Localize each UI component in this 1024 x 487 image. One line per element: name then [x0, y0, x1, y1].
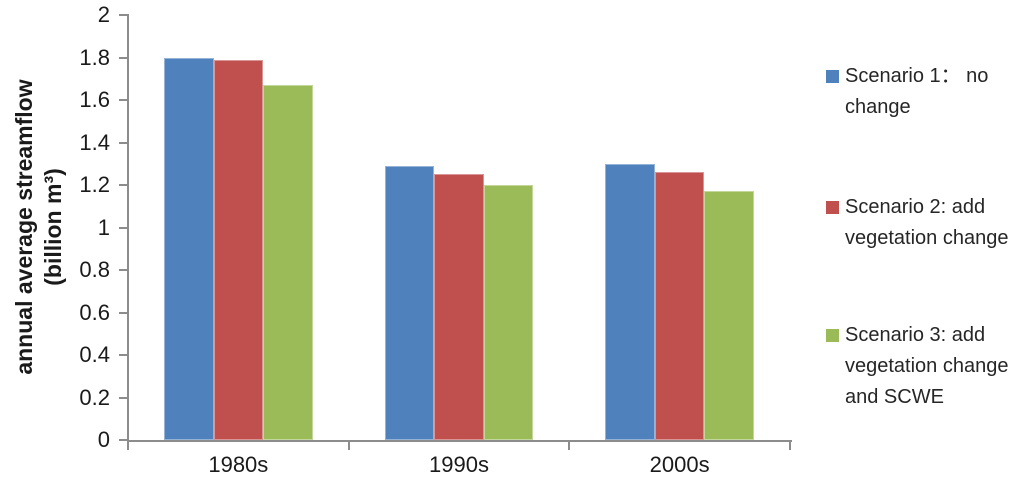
- x-tick-mark: [568, 442, 571, 450]
- legend-item-label-line: and SCWE: [845, 386, 944, 408]
- y-tick-mark: [119, 311, 128, 314]
- legend-swatch-icon: [826, 70, 839, 83]
- category-label: 1980s: [208, 452, 269, 477]
- y-tick-mark: [119, 56, 128, 59]
- legend-item-label-line: change: [845, 96, 911, 118]
- y-tick-label: 0.6: [79, 299, 110, 325]
- bar-2000s-series3: [704, 191, 754, 440]
- bar-1980s-series2: [213, 59, 264, 440]
- bar-1980s-series3: [263, 85, 313, 440]
- x-tick-mark: [127, 442, 129, 450]
- x-tick-mark: [347, 442, 350, 450]
- y-tick-mark: [119, 269, 128, 271]
- bar-1990s-series3: [483, 185, 534, 440]
- y-tick-label: 1.4: [79, 129, 110, 155]
- y-tick-mark: [119, 396, 128, 399]
- y-tick-mark: [119, 439, 128, 441]
- legend-item-label-line: Scenario 2: add: [845, 196, 986, 218]
- y-tick-mark: [119, 99, 128, 101]
- legend-swatch-icon: [826, 329, 839, 342]
- legend-item-label: Scenario 2: add vegetation change: [845, 192, 1008, 254]
- y-tick-label: 0.8: [79, 257, 110, 282]
- y-tick-label: 2: [97, 2, 110, 27]
- legend-item-3: Scenario 3: add vegetation change and SCWE: [826, 320, 1008, 413]
- legend-item-label: Scenario 1： no change: [845, 61, 988, 123]
- bar-2000s-series2: [654, 172, 705, 440]
- y-tick-label: 0.4: [79, 342, 110, 367]
- legend-item-label-line: vegetation change: [845, 355, 1009, 377]
- legend-item-label-line: Scenario 3: add: [845, 324, 986, 346]
- category-label: 1990s: [429, 452, 489, 477]
- y-tick-mark: [119, 184, 128, 186]
- legend-item-1: Scenario 1： no change: [826, 61, 988, 123]
- y-tick-mark: [119, 14, 128, 16]
- x-tick-mark: [789, 442, 791, 450]
- y-tick-label: 1.2: [79, 172, 110, 197]
- y-tick-mark: [119, 141, 128, 144]
- y-axis-line: [127, 14, 129, 442]
- legend-item-2: Scenario 2: add vegetation change: [826, 192, 1008, 254]
- y-tick-mark: [119, 354, 128, 356]
- y-tick-label: 0: [97, 427, 110, 452]
- y-tick-label: 0.2: [79, 384, 110, 410]
- y-tick-label: 1.8: [79, 44, 110, 70]
- y-tick-label: 1: [97, 214, 110, 240]
- legend-item-label-line: vegetation change: [845, 227, 1009, 249]
- y-tick-label: 1.6: [79, 87, 110, 112]
- x-axis-line: [127, 440, 792, 442]
- category-label: 2000s: [649, 452, 710, 477]
- legend-item-label-line: Scenario 1： no: [845, 65, 989, 87]
- bar-1990s-series1: [384, 165, 435, 440]
- bar-1990s-series2: [434, 174, 484, 440]
- legend-item-label: Scenario 3: add vegetation change and SCWE: [845, 320, 1008, 413]
- y-tick-mark: [119, 226, 128, 229]
- bar-2000s-series1: [605, 163, 655, 440]
- bar-1980s-series1: [164, 57, 214, 440]
- legend-swatch-icon: [826, 201, 839, 214]
